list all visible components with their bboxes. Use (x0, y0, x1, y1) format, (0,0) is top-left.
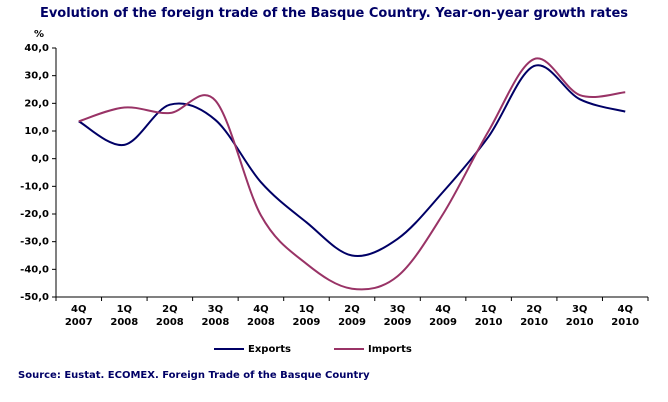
x-tick-label: 4Q 2007 (64, 304, 93, 328)
y-tick-label: -10,0 (20, 181, 49, 192)
series-line (78, 64, 626, 258)
series-line (78, 57, 626, 291)
legend-label: Exports (248, 344, 291, 355)
y-tick-label: 40,0 (24, 43, 49, 54)
y-tick-label: 30,0 (24, 71, 49, 82)
y-tick-label: -20,0 (20, 209, 49, 220)
x-tick-label: 1Q 2009 (292, 304, 321, 328)
x-tick-label: 3Q 2008 (201, 304, 230, 328)
x-tick-label: 2Q 2010 (520, 304, 549, 328)
y-tick-label: 10,0 (24, 126, 49, 137)
legend-label: Imports (368, 344, 412, 355)
x-tick-label: 2Q 2008 (155, 304, 184, 328)
x-tick-label: 2Q 2009 (338, 304, 366, 328)
x-tick-label: 4Q 2008 (247, 304, 275, 328)
x-tick-label: 3Q 2010 (565, 304, 594, 328)
source-note: Source: Eustat. ECOMEX. Foreign Trade of… (18, 370, 370, 381)
chart-title: Evolution of the foreign trade of the Ba… (39, 6, 629, 21)
y-tick-label: 20,0 (24, 98, 49, 109)
y-tick-label: -40,0 (20, 264, 49, 275)
x-tick-label: 1Q 2010 (474, 304, 503, 328)
y-tick-label: -30,0 (20, 237, 49, 248)
y-tick-label: 0,0 (31, 154, 49, 165)
x-tick-label: 4Q 2009 (429, 304, 457, 328)
x-tick-label: 3Q 2009 (383, 304, 412, 328)
x-tick-label: 1Q 2008 (110, 304, 139, 328)
y-tick-label: -50,0 (20, 292, 49, 303)
y-unit: % (34, 29, 44, 40)
x-tick-label: 4Q 2010 (611, 304, 640, 328)
